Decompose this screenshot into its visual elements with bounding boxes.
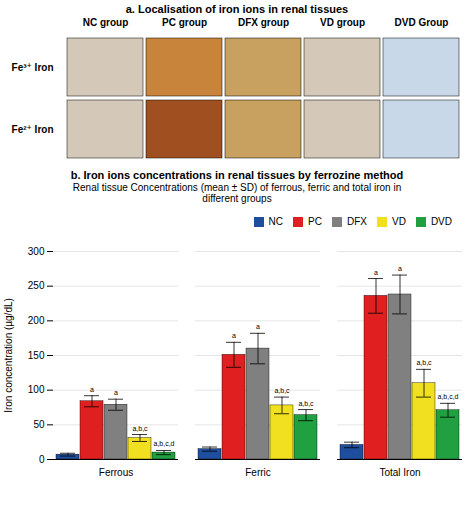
svg-text:Total Iron: Total Iron xyxy=(379,467,420,478)
svg-text:DVD Group: DVD Group xyxy=(395,17,449,28)
svg-text:a: a xyxy=(256,323,260,330)
svg-text:Ferric: Ferric xyxy=(245,467,271,478)
svg-text:100: 100 xyxy=(28,384,45,395)
html-text:PC: PC xyxy=(308,216,322,227)
svg-text:50: 50 xyxy=(33,419,45,430)
svg-text:150: 150 xyxy=(28,350,45,361)
svg-text:a,b,c: a,b,c xyxy=(274,387,290,394)
html-text:a. Localisation of iron ions i: a. Localisation of iron ions in renal ti… xyxy=(125,3,349,15)
svg-text:250: 250 xyxy=(28,280,45,291)
svg-text:a: a xyxy=(398,265,402,272)
svg-text:DFX group: DFX group xyxy=(238,17,289,28)
svg-text:a,b,c,d: a,b,c,d xyxy=(153,440,174,447)
svg-text:Ferrous: Ferrous xyxy=(99,467,133,478)
html-text:NC: NC xyxy=(268,216,284,227)
html-text:DFX: DFX xyxy=(347,216,367,227)
svg-text:a,b,c: a,b,c xyxy=(416,359,432,366)
svg-text:PC group: PC group xyxy=(162,17,207,28)
html-text:Renal tissue Concentrations (m: Renal tissue Concentrations (mean ± SD) … xyxy=(72,182,402,204)
html-text:b. Iron ions concentrations in: b. Iron ions concentrations in renal tis… xyxy=(70,169,404,181)
svg-text:a: a xyxy=(114,389,118,396)
svg-text:0: 0 xyxy=(39,454,45,465)
svg-text:300: 300 xyxy=(28,246,45,257)
html-text:DVD: DVD xyxy=(430,216,452,227)
svg-text:Iron concentration (µg/dL): Iron concentration (µg/dL) xyxy=(3,298,14,413)
svg-text:a: a xyxy=(374,269,378,276)
svg-text:VD group: VD group xyxy=(320,17,365,28)
svg-text:a,b,c,d: a,b,c,d xyxy=(437,393,458,400)
html-text:VD: VD xyxy=(392,216,406,227)
svg-text:a: a xyxy=(90,386,94,393)
svg-text:NC group: NC group xyxy=(83,17,129,28)
svg-text:Fe³⁺ Iron: Fe³⁺ Iron xyxy=(12,62,54,73)
svg-text:Fe²⁺ Iron: Fe²⁺ Iron xyxy=(12,124,54,135)
svg-text:a,b,c: a,b,c xyxy=(132,425,148,432)
svg-text:a: a xyxy=(232,332,236,339)
svg-text:200: 200 xyxy=(28,315,45,326)
svg-text:a,b,c: a,b,c xyxy=(298,400,314,407)
